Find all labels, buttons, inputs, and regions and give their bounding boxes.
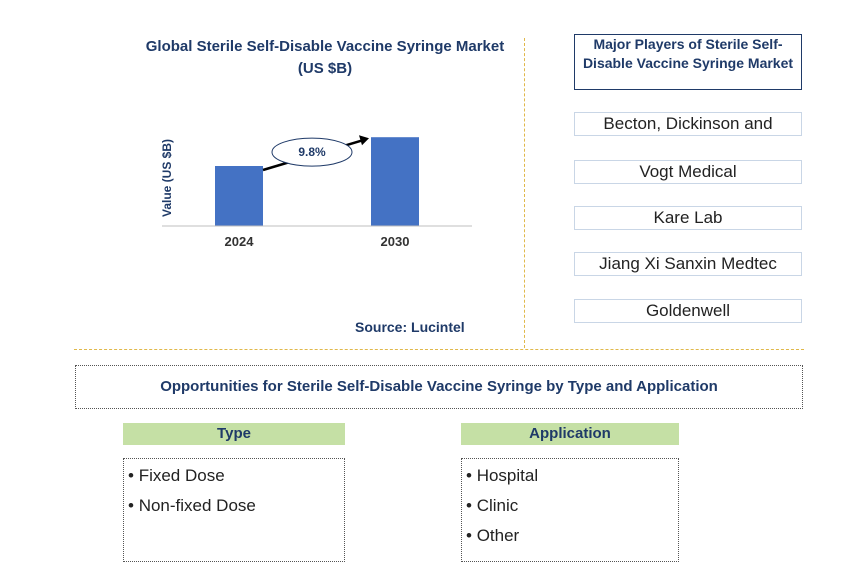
application-item: Hospital	[462, 461, 678, 491]
chart-title: Global Sterile Self-Disable Vaccine Syri…	[145, 38, 505, 77]
vertical-divider	[524, 38, 525, 348]
bar	[215, 166, 263, 226]
player-item: Goldenwell	[574, 299, 802, 323]
application-list: Hospital Clinic Other	[461, 458, 679, 562]
player-item: Becton, Dickinson and	[574, 112, 802, 136]
y-axis-label: Value (US $B)	[160, 139, 174, 217]
application-item: Other	[462, 521, 678, 551]
bar-chart: Value (US $B) 2024 2030 9.8%	[160, 135, 472, 249]
player-item: Jiang Xi Sanxin Medtec	[574, 252, 802, 276]
x-tick-label: 2030	[381, 234, 410, 249]
cagr-arrow-head	[359, 135, 369, 146]
player-item: Kare Lab	[574, 206, 802, 230]
players-title: Major Players of Sterile Self-Disable Va…	[574, 34, 802, 90]
application-item: Clinic	[462, 491, 678, 521]
type-header: Type	[123, 423, 345, 445]
source-label: Source: Lucintel	[355, 319, 465, 335]
player-item: Vogt Medical	[574, 160, 802, 184]
opportunities-title: Opportunities for Sterile Self-Disable V…	[75, 365, 803, 409]
type-item: Fixed Dose	[124, 461, 344, 491]
bar	[371, 137, 419, 226]
cagr-label: 9.8%	[298, 145, 326, 159]
x-tick-label: 2024	[225, 234, 255, 249]
type-item: Non-fixed Dose	[124, 491, 344, 521]
application-header: Application	[461, 423, 679, 445]
type-list: Fixed Dose Non-fixed Dose	[123, 458, 345, 562]
horizontal-divider	[74, 349, 804, 350]
cagr-bubble	[271, 137, 353, 167]
